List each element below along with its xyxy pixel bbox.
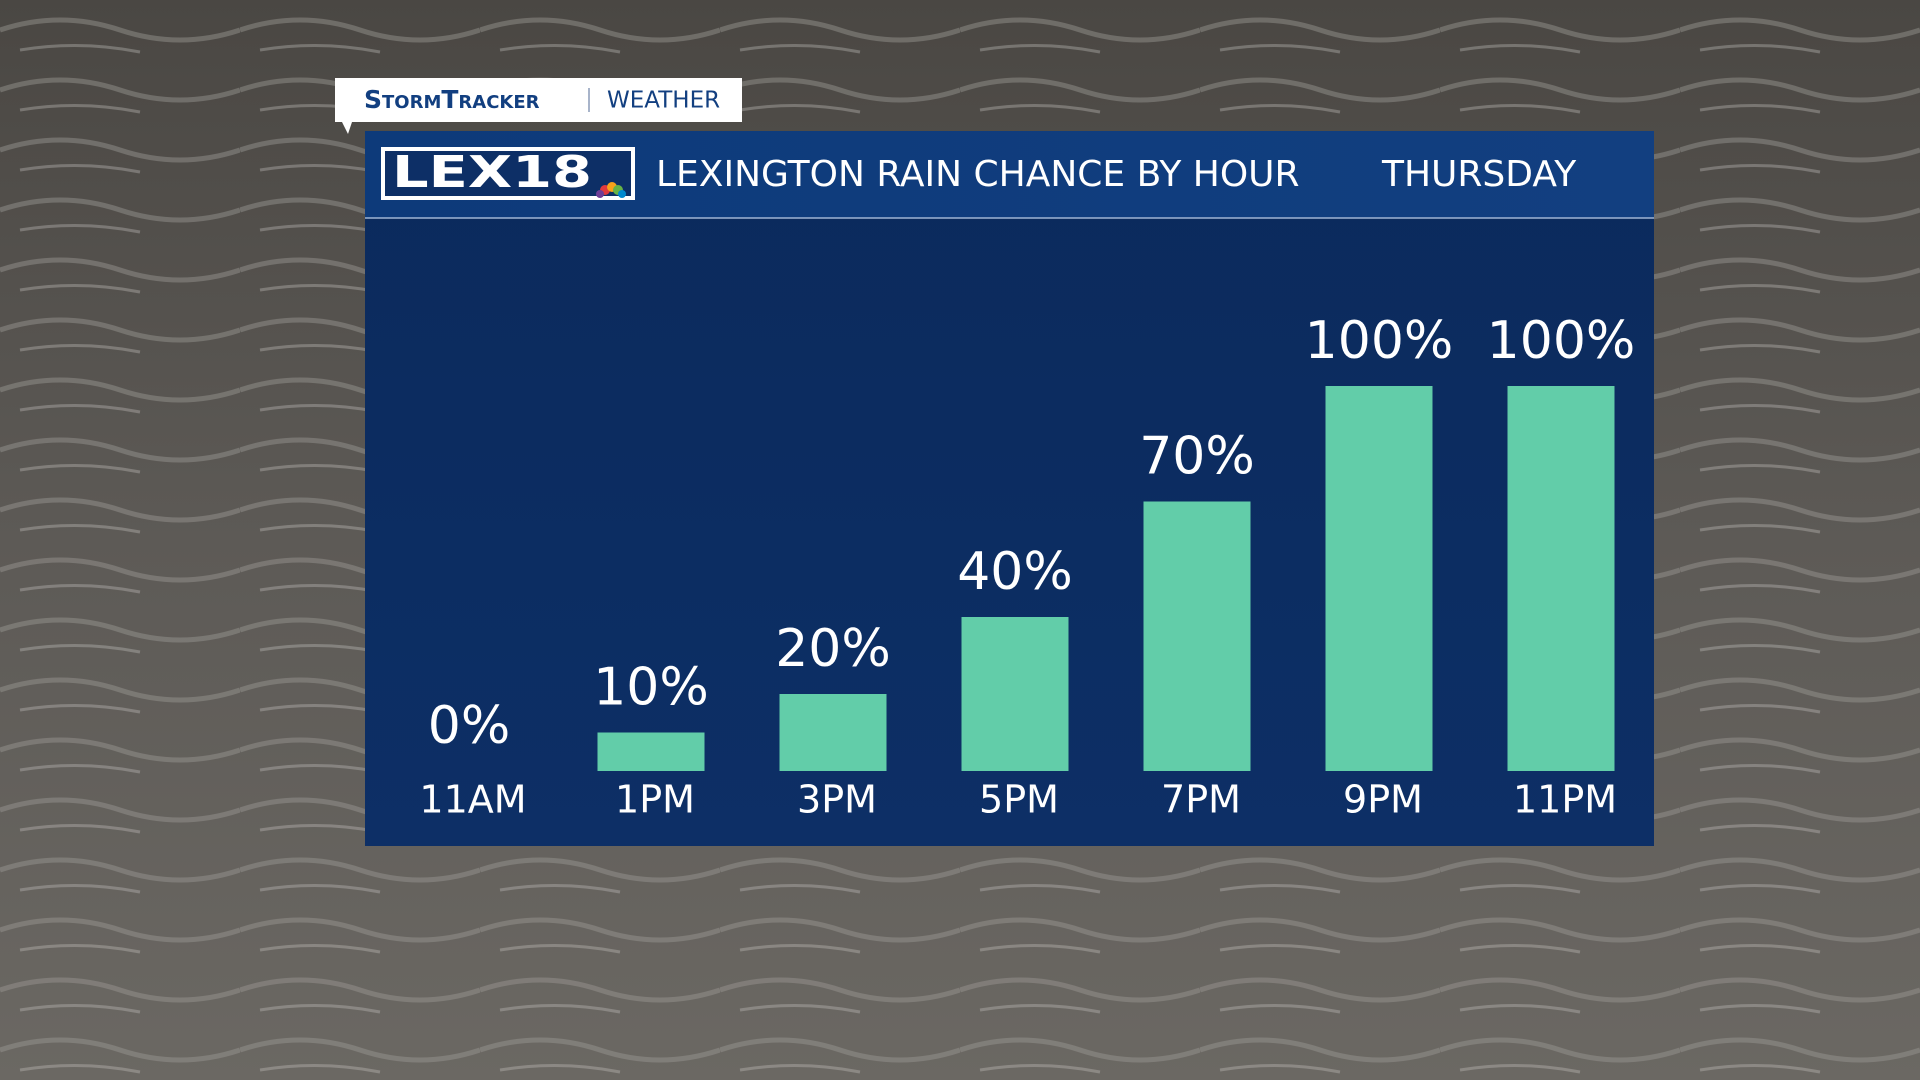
x-tick-label: 11AM [419, 778, 526, 822]
bar [961, 617, 1069, 771]
x-tick-label: 9PM [1343, 778, 1423, 822]
x-tick-label: 1PM [615, 778, 695, 822]
peacock-icon [596, 182, 626, 198]
x-tick-label: 7PM [1161, 778, 1241, 822]
value-label: 10% [593, 658, 709, 718]
chart-subtitle: THURSDAY [1381, 154, 1577, 195]
brand-tag [335, 78, 742, 134]
bar [779, 694, 887, 771]
x-tick-label: 3PM [797, 778, 877, 822]
section: Weather [607, 88, 720, 114]
brand: StormTracker [364, 85, 540, 114]
bar [597, 732, 705, 771]
value-label: 70% [1139, 427, 1255, 487]
value-label: 0% [428, 696, 511, 756]
value-label: 40% [957, 542, 1073, 602]
bar [1325, 386, 1433, 771]
value-label: 20% [775, 619, 891, 679]
x-tick-label: 5PM [979, 778, 1059, 822]
logo-inner [385, 151, 631, 196]
value-label: 100% [1305, 311, 1454, 371]
bar [1507, 386, 1615, 771]
logo: LEX18 [392, 147, 592, 198]
bar [1143, 501, 1251, 771]
chart-title: LEXINGTON RAIN CHANCE BY HOUR [656, 154, 1300, 195]
x-tick-label: 11PM [1513, 778, 1617, 822]
value-label: 100% [1487, 311, 1636, 371]
